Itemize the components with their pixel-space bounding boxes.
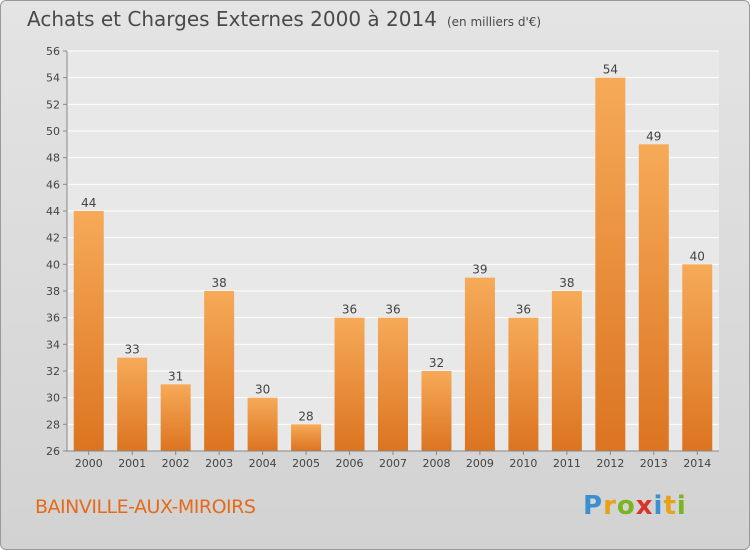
y-tick-label: 54 (46, 72, 60, 85)
chart-title: Achats et Charges Externes 2000 à 2014 (e… (27, 7, 541, 31)
y-tick-label: 34 (46, 338, 60, 351)
bar (160, 384, 191, 451)
y-tick-label: 44 (46, 205, 60, 218)
bar (117, 357, 148, 451)
y-tick-label: 48 (46, 152, 60, 165)
bar (334, 317, 365, 451)
data-label: 36 (385, 303, 400, 317)
proxiti-logo: Proxiti (583, 491, 687, 521)
y-tick-label: 46 (46, 178, 60, 191)
y-tick-label: 36 (46, 312, 60, 325)
bar (73, 211, 104, 451)
data-label: 36 (516, 303, 531, 317)
y-tick-label: 42 (46, 232, 60, 245)
data-label: 49 (646, 129, 661, 143)
data-label: 40 (690, 249, 705, 263)
y-tick-label: 26 (46, 445, 60, 458)
x-tick-label: 2002 (162, 457, 190, 470)
x-tick-label: 2008 (422, 457, 450, 470)
x-tick-label: 2009 (466, 457, 494, 470)
title-text: Achats et Charges Externes 2000 à 2014 (27, 7, 437, 31)
data-label: 36 (342, 303, 357, 317)
x-tick-label: 2014 (683, 457, 711, 470)
data-label: 30 (255, 383, 270, 397)
bar (247, 397, 278, 451)
y-tick-label: 32 (46, 365, 60, 378)
brand-letter: r (603, 491, 617, 521)
bar (551, 291, 582, 451)
y-tick-label: 28 (46, 418, 60, 431)
brand-letter: o (616, 491, 636, 521)
y-tick-label: 52 (46, 98, 60, 111)
bar (421, 371, 452, 451)
brand-letter: t (663, 491, 677, 521)
data-label: 33 (125, 343, 140, 357)
bar (508, 317, 539, 451)
y-tick-label: 56 (46, 45, 60, 58)
brand-letter: i (676, 491, 687, 521)
bar (638, 144, 669, 452)
bar (682, 264, 713, 451)
data-label: 31 (168, 369, 183, 383)
y-tick-label: 50 (46, 125, 60, 138)
data-label: 28 (298, 409, 313, 423)
x-tick-label: 2003 (205, 457, 233, 470)
unit-label: (en milliers d'€) (446, 15, 542, 29)
bars: 44 33 31 38 30 28 36 36 32 39 36 38 54 49 40 (73, 63, 713, 452)
bar (204, 291, 235, 451)
brand-letter: i (653, 491, 664, 521)
x-tick-label: 2010 (509, 457, 537, 470)
x-tick-label: 2000 (75, 457, 103, 470)
y-tick-label: 38 (46, 285, 60, 298)
y-tick-label: 30 (46, 392, 60, 405)
x-tick-label: 2006 (336, 457, 364, 470)
data-label: 32 (429, 356, 444, 370)
x-tick-label: 2012 (596, 457, 624, 470)
bar (464, 277, 495, 451)
brand-letter: P (583, 491, 604, 521)
data-label: 54 (603, 63, 618, 77)
x-tick-label: 2013 (640, 457, 668, 470)
city-name: BAINVILLE-AUX-MIROIRS (35, 496, 256, 518)
data-label: 38 (559, 276, 574, 290)
x-tick-label: 2005 (292, 457, 320, 470)
x-axis: 2000 2001 2002 2003 2004 2005 2006 2007 2008 2009… (67, 450, 719, 470)
y-axis: 26 28 30 32 34 36 38 40 42 44 46 48 50 52 54 56 (46, 45, 68, 458)
y-tick-label: 40 (46, 258, 60, 271)
bar (291, 424, 322, 451)
x-tick-label: 2007 (379, 457, 407, 470)
bar (378, 317, 408, 451)
x-tick-label: 2011 (553, 457, 581, 470)
brand-letter: x (635, 491, 654, 521)
data-label: 38 (211, 276, 226, 290)
x-tick-label: 2004 (249, 457, 277, 470)
data-label: 39 (472, 263, 487, 277)
bar (595, 77, 626, 452)
data-label: 44 (81, 196, 96, 210)
x-tick-label: 2001 (118, 457, 146, 470)
